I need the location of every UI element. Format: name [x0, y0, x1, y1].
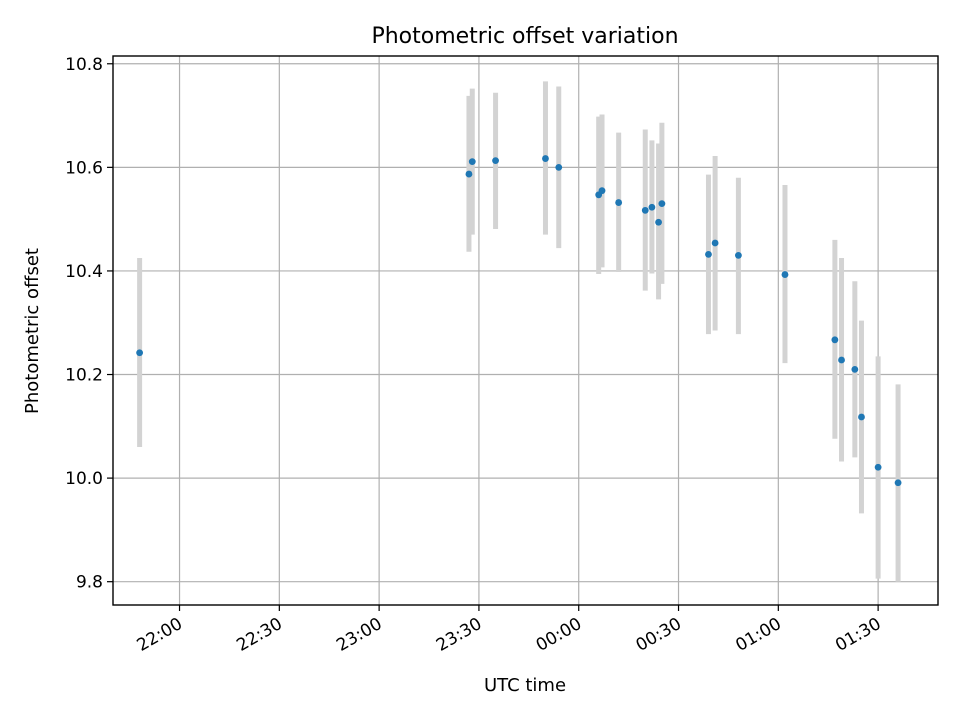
data-point [705, 250, 712, 258]
errorbars [137, 81, 901, 582]
y-tick-label: 10.4 [65, 262, 103, 282]
y-axis-label: Photometric offset [22, 248, 43, 414]
data-point [858, 413, 865, 421]
data-point [468, 158, 476, 166]
y-tick-label: 10.2 [65, 366, 103, 386]
plot-frame [112, 55, 939, 606]
data-point [781, 271, 789, 278]
data-point [598, 187, 606, 195]
ticks: 22:00 22:30 23:00 23:30 00:00 00:30 01:00 01:30… [65, 55, 884, 656]
data-point [465, 170, 473, 178]
x-tick-label: 00:30 [633, 614, 685, 656]
data-point [658, 200, 666, 208]
x-axis-label: UTC time [484, 675, 566, 696]
data-point [851, 365, 859, 373]
data-point [874, 463, 882, 471]
x-tick-label: 22:00 [134, 614, 186, 656]
data-point [831, 336, 839, 344]
data-point [136, 349, 144, 357]
data-point [542, 155, 549, 162]
x-tick-label: 23:30 [433, 614, 485, 656]
data-point [735, 252, 742, 259]
x-tick-label: 01:30 [832, 614, 884, 656]
x-tick-label: 22:30 [233, 614, 285, 656]
data-point [492, 157, 499, 165]
data-point [838, 356, 845, 364]
data-point [711, 239, 719, 247]
y-tick-label: 9.8 [76, 573, 103, 593]
y-tick-label: 10.6 [65, 158, 103, 178]
data-point [615, 199, 623, 206]
x-tick-label: 01:00 [732, 614, 784, 656]
x-tick-label: 00:00 [533, 614, 585, 656]
data-point [655, 218, 662, 226]
chart-title: Photometric offset variation [371, 24, 678, 49]
data-points [136, 155, 902, 487]
y-tick-label: 10.8 [65, 55, 103, 75]
x-tick-label: 23:00 [333, 614, 385, 656]
data-point [641, 206, 649, 214]
data-point [894, 479, 902, 487]
y-tick-label: 10.0 [65, 469, 103, 489]
grid-layer [113, 56, 938, 605]
data-point [555, 163, 563, 171]
data-point [648, 203, 656, 211]
